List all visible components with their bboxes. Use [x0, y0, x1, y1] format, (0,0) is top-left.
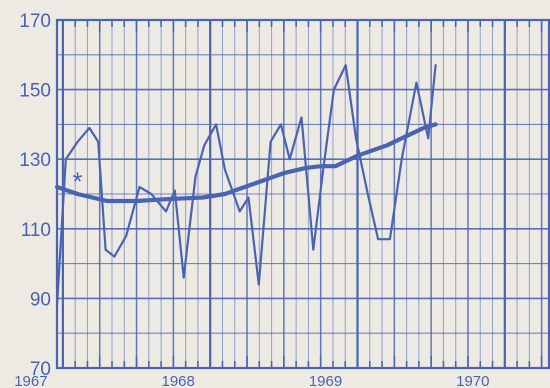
y-tick-label: 130	[19, 150, 51, 171]
chart-tick-labels: 70 90 110 130 150 170 1967 1968 1969 1970	[14, 11, 489, 388]
series-line-monthly	[55, 64, 437, 307]
x-tick-label: 1967	[14, 373, 47, 388]
chart-axes	[55, 18, 550, 370]
chart-series	[54, 64, 438, 307]
x-tick-label: 1968	[162, 373, 195, 388]
annotation-asterisk: *	[73, 167, 83, 197]
y-tick-label: 150	[19, 81, 51, 102]
y-tick-label: 170	[19, 11, 51, 32]
series-line-trend	[54, 122, 438, 204]
plot-frame	[55, 18, 550, 370]
y-tick-label: 70	[30, 359, 51, 380]
y-tick-label: 110	[21, 220, 51, 241]
y-tick-label: 90	[30, 289, 51, 310]
x-tick-label: 1970	[456, 373, 489, 388]
x-tick-label: 1969	[309, 373, 342, 388]
